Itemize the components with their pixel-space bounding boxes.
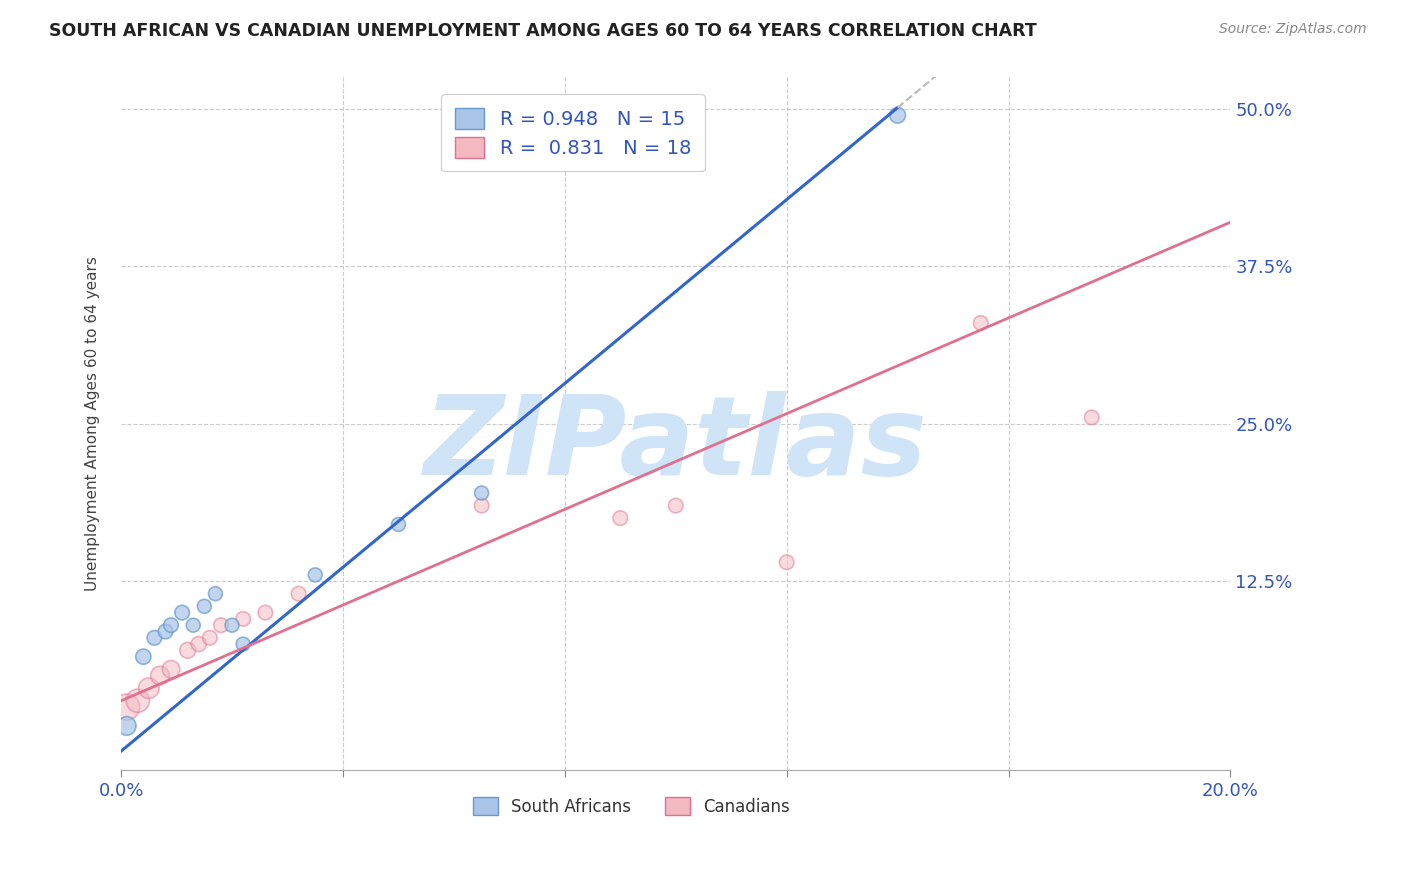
Point xyxy=(149,668,172,682)
Point xyxy=(115,719,138,733)
Point xyxy=(304,567,326,582)
Point xyxy=(115,700,138,714)
Point xyxy=(127,694,149,708)
Point xyxy=(143,631,166,645)
Point xyxy=(665,499,688,513)
Point xyxy=(232,637,254,651)
Text: ZIPatlas: ZIPatlas xyxy=(423,391,928,498)
Point xyxy=(387,517,409,532)
Point xyxy=(155,624,177,639)
Point xyxy=(160,618,183,632)
Point xyxy=(1080,410,1102,425)
Point xyxy=(471,486,494,500)
Point xyxy=(204,587,226,601)
Point xyxy=(138,681,160,695)
Point xyxy=(176,643,198,657)
Point xyxy=(132,649,155,664)
Point xyxy=(609,511,631,525)
Legend: South Africans, Canadians: South Africans, Canadians xyxy=(464,789,799,824)
Point xyxy=(232,612,254,626)
Point xyxy=(198,631,221,645)
Point xyxy=(160,662,183,676)
Point xyxy=(221,618,243,632)
Point xyxy=(209,618,232,632)
Point xyxy=(970,316,993,330)
Point xyxy=(193,599,215,614)
Point xyxy=(886,108,908,122)
Y-axis label: Unemployment Among Ages 60 to 64 years: Unemployment Among Ages 60 to 64 years xyxy=(86,256,100,591)
Point xyxy=(254,606,277,620)
Point xyxy=(181,618,204,632)
Point xyxy=(187,637,209,651)
Text: Source: ZipAtlas.com: Source: ZipAtlas.com xyxy=(1219,22,1367,37)
Point xyxy=(287,587,309,601)
Point xyxy=(776,555,799,569)
Point xyxy=(471,499,494,513)
Text: SOUTH AFRICAN VS CANADIAN UNEMPLOYMENT AMONG AGES 60 TO 64 YEARS CORRELATION CHA: SOUTH AFRICAN VS CANADIAN UNEMPLOYMENT A… xyxy=(49,22,1038,40)
Point xyxy=(172,606,194,620)
